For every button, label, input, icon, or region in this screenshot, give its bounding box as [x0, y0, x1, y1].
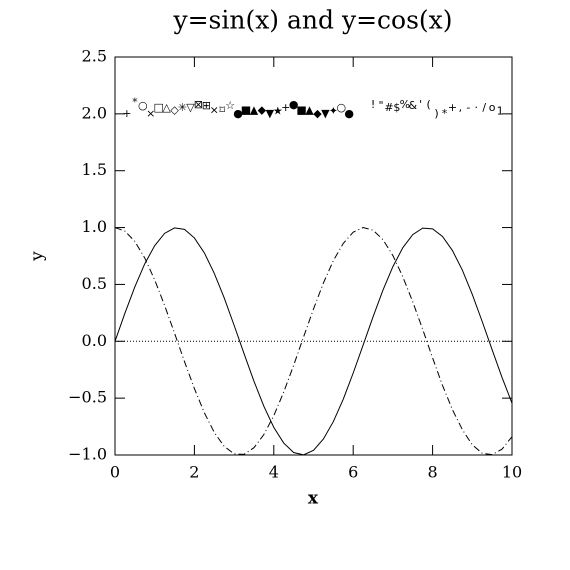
x-tick-label: 10: [502, 463, 522, 482]
marker: #: [384, 101, 393, 114]
y-tick-label: 0.5: [82, 274, 107, 293]
marker: ▲: [250, 103, 259, 116]
marker: ★: [273, 105, 283, 118]
marker: ◆: [313, 107, 322, 120]
x-tick-label: 6: [348, 463, 358, 482]
marker: ○: [138, 99, 148, 112]
marker: ●: [289, 98, 299, 111]
marker: □: [153, 101, 163, 114]
y-tick-label: 0.0: [82, 331, 107, 350]
marker: 1: [497, 105, 504, 118]
line-series: [114, 227, 513, 456]
y-axis-label: y: [28, 251, 48, 262]
marker: (: [426, 98, 430, 111]
x-tick-label: 4: [269, 463, 279, 482]
marker: ■: [241, 103, 251, 116]
y-tick-label: 2.5: [82, 47, 107, 66]
marker: +: [448, 101, 457, 114]
marker: $: [393, 101, 400, 114]
marker: ✦: [329, 105, 338, 118]
marker: +: [281, 101, 290, 114]
marker: !: [371, 98, 375, 111]
y-tick-label: 1.0: [82, 217, 107, 236]
marker: ■: [296, 103, 306, 116]
marker: ): [434, 107, 438, 120]
plot-frame: [114, 56, 513, 456]
y-tick-label: 2.0: [82, 103, 107, 122]
marker: +: [122, 107, 131, 120]
x-tick-label: 0: [110, 463, 120, 482]
marker: ▽: [186, 101, 195, 114]
marker: ☆: [225, 99, 235, 112]
marker: ◇: [170, 103, 179, 116]
marker: ⊞: [202, 99, 211, 112]
marker: ,: [459, 101, 463, 114]
marker: ⊠: [194, 98, 203, 111]
marker: *: [132, 95, 138, 108]
marker: ▼: [321, 107, 330, 120]
marker: ◆: [258, 103, 267, 116]
marker: -: [466, 101, 470, 114]
marker: ●: [233, 107, 243, 120]
y-tick-label: 1.5: [82, 160, 107, 179]
chart-title: y=sin(x) and y=cos(x): [172, 6, 452, 35]
marker: ✳: [178, 101, 187, 114]
marker: o: [489, 101, 496, 114]
marker: △: [162, 101, 171, 114]
marker: /: [482, 101, 486, 114]
x-tick-label: 2: [189, 463, 199, 482]
y-tick-label: −0.5: [68, 388, 107, 407]
y-tick-label: −1.0: [68, 445, 107, 464]
marker: ×: [146, 107, 155, 120]
marker: ": [378, 99, 383, 112]
marker: ⌑: [219, 103, 225, 116]
marker: *: [442, 107, 448, 120]
marker: ×: [210, 103, 219, 116]
marker: ': [419, 98, 422, 111]
marker: ●: [344, 107, 354, 120]
marker: &: [408, 99, 417, 112]
marker: ○: [336, 101, 346, 114]
marker: ▼: [266, 107, 275, 120]
marker: ·: [475, 101, 479, 114]
line-series: [114, 227, 513, 456]
x-tick-label: 8: [428, 463, 438, 482]
marker: %: [400, 98, 410, 111]
marker: ▲: [305, 103, 314, 116]
x-axis-label: x: [308, 489, 319, 509]
